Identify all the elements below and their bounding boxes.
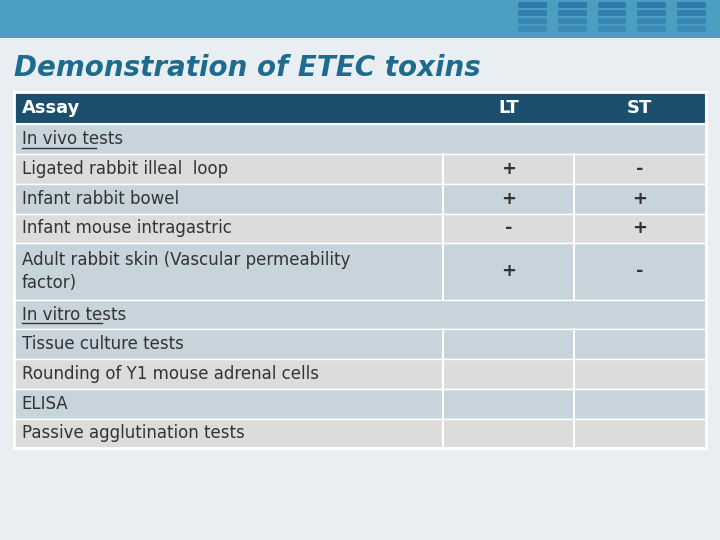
Text: +: + <box>501 160 516 178</box>
FancyBboxPatch shape <box>14 418 706 448</box>
Text: +: + <box>632 190 647 208</box>
Text: +: + <box>632 219 647 238</box>
FancyBboxPatch shape <box>14 329 706 359</box>
FancyBboxPatch shape <box>598 2 626 8</box>
Text: -: - <box>505 219 513 238</box>
FancyBboxPatch shape <box>14 300 706 329</box>
FancyBboxPatch shape <box>518 2 547 8</box>
Text: Demonstration of ETEC toxins: Demonstration of ETEC toxins <box>14 53 481 82</box>
FancyBboxPatch shape <box>598 18 626 24</box>
Text: Assay: Assay <box>22 99 80 117</box>
Text: In vitro tests: In vitro tests <box>22 306 126 323</box>
Text: Passive agglutination tests: Passive agglutination tests <box>22 424 244 442</box>
Text: +: + <box>501 262 516 280</box>
FancyBboxPatch shape <box>637 10 666 16</box>
FancyBboxPatch shape <box>677 10 706 16</box>
FancyBboxPatch shape <box>14 125 706 154</box>
Text: Infant rabbit bowel: Infant rabbit bowel <box>22 190 179 208</box>
FancyBboxPatch shape <box>677 2 706 8</box>
FancyBboxPatch shape <box>0 0 720 38</box>
Text: +: + <box>501 190 516 208</box>
Text: In vivo tests: In vivo tests <box>22 130 122 148</box>
FancyBboxPatch shape <box>637 18 666 24</box>
Text: LT: LT <box>498 99 519 117</box>
Text: Infant mouse intragastric: Infant mouse intragastric <box>22 219 231 238</box>
FancyBboxPatch shape <box>14 154 706 184</box>
FancyBboxPatch shape <box>14 244 706 300</box>
Text: Rounding of Y1 mouse adrenal cells: Rounding of Y1 mouse adrenal cells <box>22 365 319 383</box>
Text: -: - <box>636 160 644 178</box>
Text: ST: ST <box>627 99 652 117</box>
FancyBboxPatch shape <box>558 10 587 16</box>
FancyBboxPatch shape <box>518 10 547 16</box>
FancyBboxPatch shape <box>598 26 626 32</box>
FancyBboxPatch shape <box>637 2 666 8</box>
FancyBboxPatch shape <box>558 26 587 32</box>
FancyBboxPatch shape <box>14 214 706 244</box>
FancyBboxPatch shape <box>14 359 706 389</box>
Text: Tissue culture tests: Tissue culture tests <box>22 335 184 353</box>
FancyBboxPatch shape <box>14 184 706 214</box>
FancyBboxPatch shape <box>518 26 547 32</box>
FancyBboxPatch shape <box>637 26 666 32</box>
Text: Ligated rabbit illeal  loop: Ligated rabbit illeal loop <box>22 160 228 178</box>
FancyBboxPatch shape <box>677 26 706 32</box>
FancyBboxPatch shape <box>558 2 587 8</box>
FancyBboxPatch shape <box>14 92 706 125</box>
FancyBboxPatch shape <box>518 18 547 24</box>
FancyBboxPatch shape <box>677 18 706 24</box>
FancyBboxPatch shape <box>598 10 626 16</box>
FancyBboxPatch shape <box>14 389 706 419</box>
FancyBboxPatch shape <box>558 18 587 24</box>
Text: ELISA: ELISA <box>22 395 68 413</box>
Text: -: - <box>636 262 644 280</box>
Text: Adult rabbit skin (Vascular permeability
factor): Adult rabbit skin (Vascular permeability… <box>22 252 350 292</box>
